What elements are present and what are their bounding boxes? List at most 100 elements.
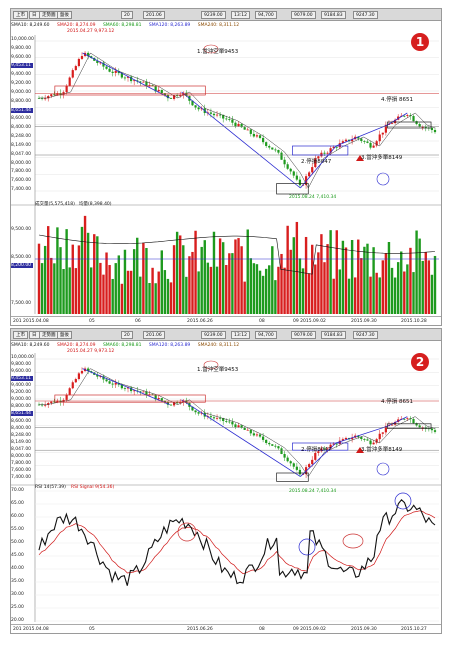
rsi-signal-info: RSI Signal 9(54.36): [71, 485, 115, 490]
volume-bar: [93, 234, 96, 314]
volume-bar: [50, 257, 53, 314]
candle-body: [351, 437, 354, 440]
candle-body: [409, 115, 412, 117]
candle-body: [225, 421, 228, 422]
volume-bar: [409, 247, 412, 314]
candle-body: [372, 442, 375, 445]
annotation-box: [276, 472, 309, 482]
volume-bar: [163, 270, 167, 314]
candle-body: [139, 391, 142, 393]
tab-market[interactable]: 上市: [13, 331, 28, 339]
field-high[interactable]: 9247.30: [353, 11, 378, 19]
field-volume[interactable]: 94,700: [255, 331, 277, 339]
candle-body: [277, 149, 280, 153]
candle-body: [163, 93, 166, 96]
interval-select[interactable]: 20: [121, 11, 133, 19]
price-axis-label: 8,400.00: [11, 425, 32, 431]
candle-body: [311, 459, 314, 465]
volume-bar: [77, 245, 81, 314]
field-high[interactable]: 9247.30: [353, 331, 378, 339]
candle-body: [139, 81, 142, 83]
volume-bar: [80, 226, 84, 314]
candle-body: [166, 95, 170, 99]
candle-body: [105, 379, 108, 382]
candle-body: [160, 398, 163, 401]
price-axis-label: 7,400.00: [11, 475, 32, 480]
volume-bar: [292, 237, 295, 314]
candle-body: [212, 113, 216, 116]
signal-triangle: [356, 155, 364, 161]
volume-bar: [228, 253, 231, 314]
candle-body: [231, 119, 234, 123]
candle-body: [308, 464, 311, 468]
candle-body: [212, 417, 216, 419]
volume-bar: [264, 268, 268, 314]
volume-bar: [212, 231, 216, 314]
volume-bar: [129, 270, 133, 314]
field-low[interactable]: 9079.00: [291, 11, 316, 19]
sma-info-bar: SMA10: 8,249.60 SMA20: 8,274.09 SMA60: 8…: [11, 21, 441, 30]
candle-body: [249, 129, 252, 134]
price-axis-label: 8,047.00: [11, 151, 32, 157]
candle-body: [59, 93, 62, 95]
field-avg[interactable]: 9184.83: [321, 11, 346, 19]
candle-body: [99, 376, 102, 378]
volume-bar: [197, 271, 200, 314]
candle-body: [311, 167, 314, 173]
candle-body: [258, 434, 262, 437]
field-price[interactable]: 9239.00: [201, 331, 226, 339]
candle-body: [99, 62, 102, 64]
candle-body: [332, 146, 335, 149]
field-clock[interactable]: 13:12: [231, 11, 250, 19]
sma-info: SMA120: 8,263.89: [148, 343, 191, 348]
candle-body: [323, 152, 326, 154]
field-time[interactable]: 201.06: [143, 11, 165, 19]
volume-bar: [117, 255, 121, 314]
candle-body: [191, 406, 194, 411]
interval-select[interactable]: 20: [121, 331, 133, 339]
candle-body: [320, 152, 323, 157]
trend-line: [181, 399, 301, 477]
candle-body: [430, 428, 434, 431]
volume-bar: [83, 215, 87, 314]
volume-bar: [139, 276, 142, 314]
chart-panel-1: 上市 日 走勢圖 盤後 20 201.06 9239.00 13:12 94,7…: [10, 8, 442, 326]
field-price[interactable]: 9239.00: [201, 11, 226, 19]
candle-body: [341, 439, 345, 441]
candle-body: [126, 76, 130, 78]
field-avg[interactable]: 9184.83: [321, 331, 346, 339]
candle-body: [228, 421, 231, 423]
highlight-circle: [203, 44, 219, 54]
volume-bar: [157, 271, 160, 314]
price-axis-label: 8,651.44: [11, 411, 33, 417]
tab-after-hours[interactable]: 盤後: [57, 331, 72, 339]
candle-body: [53, 94, 56, 96]
candle-body: [40, 98, 44, 99]
volume-bar: [289, 249, 292, 314]
candle-body: [292, 171, 295, 176]
candle-body: [261, 137, 265, 143]
tab-market[interactable]: 上市: [13, 11, 28, 19]
volume-bar: [311, 244, 314, 314]
volume-bar: [237, 238, 240, 314]
volume-bar: [89, 267, 93, 314]
field-volume[interactable]: 94,700: [255, 11, 277, 19]
candle-body: [243, 127, 246, 130]
candle-body: [59, 400, 62, 402]
tab-after-hours[interactable]: 盤後: [57, 11, 72, 19]
annotation-long-entry: 3.當沖多單8149: [361, 447, 403, 453]
candle-body: [111, 383, 114, 385]
candle-body: [169, 404, 173, 406]
volume-bar: [243, 281, 246, 314]
field-time[interactable]: 201.06: [143, 331, 165, 339]
field-clock[interactable]: 13:12: [231, 331, 250, 339]
candle-body: [393, 422, 397, 425]
field-low[interactable]: 9079.00: [291, 331, 316, 339]
price-axis-label: 9,400.00: [11, 383, 32, 389]
candle-body: [295, 466, 298, 470]
volume-bar: [47, 226, 50, 314]
annotation-short-entry: 1.當沖空單9453: [197, 49, 239, 55]
price-axis-label: 9,453.11: [11, 63, 33, 69]
price-axis-label: 9,800.00: [11, 45, 32, 51]
sma-info: SMA60: 8,298.81: [102, 23, 142, 28]
